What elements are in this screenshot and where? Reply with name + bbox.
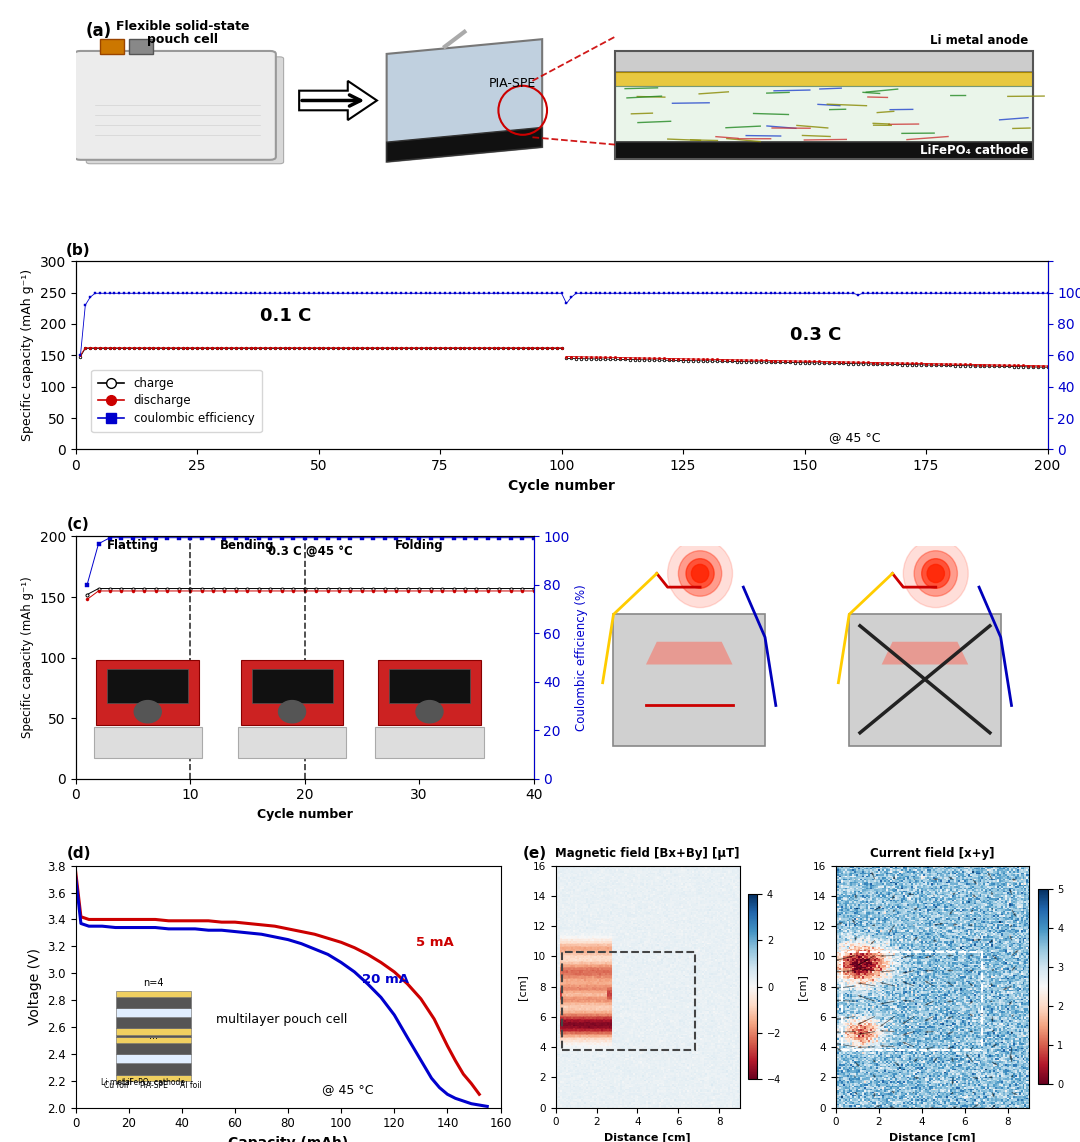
Title: Magnetic field [Bx+By] [μT]: Magnetic field [Bx+By] [μT] [555, 847, 740, 860]
Legend: charge, discharge, coulombic efficiency: charge, discharge, coulombic efficiency [91, 370, 261, 432]
Bar [616, 51, 1032, 72]
Text: Flexible solid-state: Flexible solid-state [116, 19, 249, 33]
Text: 0.3 C: 0.3 C [791, 325, 841, 344]
Bar [562, 952, 694, 1051]
Text: PIA-SPE: PIA-SPE [488, 77, 536, 90]
Text: 0.1 C: 0.1 C [260, 307, 312, 324]
Text: Folding: Folding [395, 539, 444, 552]
Text: 20 mA: 20 mA [363, 973, 409, 986]
Polygon shape [299, 81, 377, 120]
X-axis label: Distance [cm]: Distance [cm] [605, 1133, 691, 1142]
Text: 0.3 C @45 °C: 0.3 C @45 °C [268, 545, 353, 557]
X-axis label: Distance [cm]: Distance [cm] [889, 1133, 976, 1142]
Text: Cutting: Cutting [903, 541, 961, 555]
Polygon shape [387, 39, 542, 162]
Text: pouch cell: pouch cell [147, 33, 218, 46]
Text: (b): (b) [66, 243, 91, 258]
Text: Bending: Bending [220, 539, 274, 552]
Text: @ 45 °C: @ 45 °C [322, 1084, 374, 1096]
Text: LiFePO₄ cathode: LiFePO₄ cathode [920, 145, 1028, 158]
Y-axis label: [cm]: [cm] [797, 974, 807, 999]
Bar [616, 51, 1032, 160]
Y-axis label: [cm]: [cm] [517, 974, 527, 999]
Text: Sticking: Sticking [660, 541, 724, 555]
Y-axis label: Specific capacity (mAh g⁻¹): Specific capacity (mAh g⁻¹) [21, 577, 33, 739]
FancyBboxPatch shape [86, 57, 284, 163]
FancyBboxPatch shape [75, 51, 275, 160]
Bar [616, 72, 1032, 86]
Bar [616, 86, 1032, 142]
Bar [842, 952, 982, 1051]
Y-axis label: Specific capacity (mAh g⁻¹): Specific capacity (mAh g⁻¹) [21, 270, 33, 441]
Bar [100, 39, 124, 54]
Text: 5 mA: 5 mA [416, 936, 454, 949]
X-axis label: Cycle number: Cycle number [257, 807, 352, 821]
X-axis label: Cycle number: Cycle number [509, 478, 615, 492]
Y-axis label: Coulombic efficiency (%): Coulombic efficiency (%) [576, 585, 589, 731]
Text: @ 45 °C: @ 45 °C [829, 432, 880, 444]
Text: multilayer pouch cell: multilayer pouch cell [216, 1013, 347, 1026]
Text: (d): (d) [67, 846, 92, 861]
Bar [616, 142, 1032, 160]
Text: Flatting: Flatting [107, 539, 159, 552]
Title: Current field [x+y]: Current field [x+y] [870, 847, 995, 860]
Polygon shape [387, 128, 542, 162]
Text: (c): (c) [67, 517, 90, 532]
Text: (a): (a) [85, 22, 111, 40]
Y-axis label: Voltage (V): Voltage (V) [28, 948, 41, 1026]
Text: Li metal anode: Li metal anode [930, 33, 1028, 47]
X-axis label: Capacity (mAh): Capacity (mAh) [228, 1136, 348, 1142]
Bar [130, 39, 153, 54]
Text: (e): (e) [523, 846, 546, 861]
